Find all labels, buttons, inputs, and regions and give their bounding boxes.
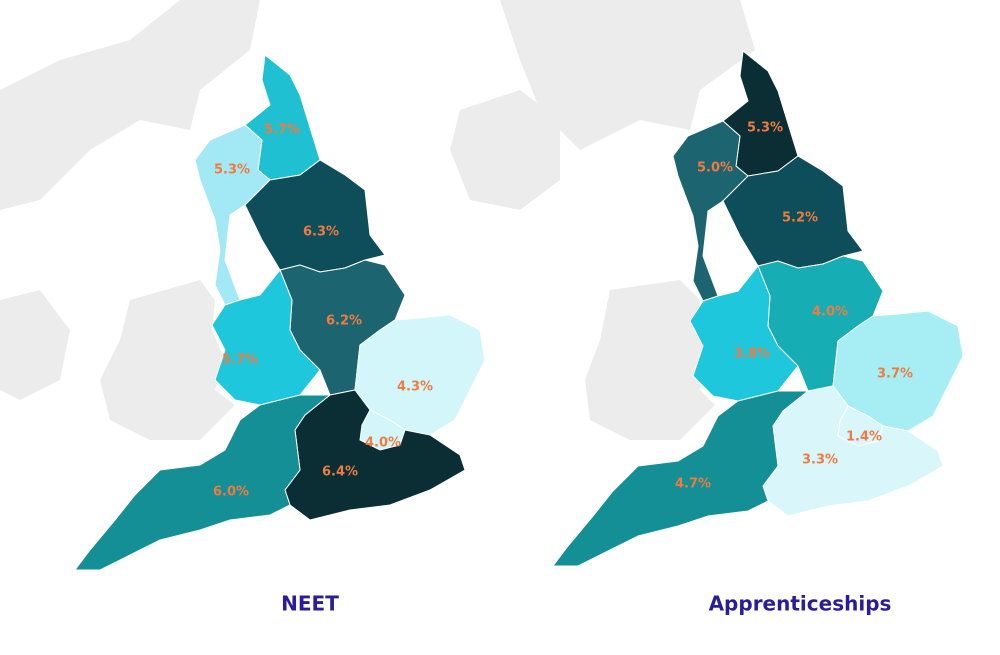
region-label: 5.7% [264, 123, 300, 138]
region-label: 3.3% [802, 453, 838, 468]
map-title: Apprenticeships [709, 592, 892, 616]
region-label: 5.0% [697, 161, 733, 176]
region-label: 5.7% [222, 353, 258, 368]
region [552, 390, 810, 567]
region-label: 6.3% [303, 225, 339, 240]
neet-map: 5.7% 5.3% 6.3% 6.2% 5.7% 4.3% 4.0% 6.4% 6.0% NEET [74, 54, 486, 616]
region-label: 6.2% [326, 314, 362, 329]
region [211, 269, 321, 406]
background-land [0, 0, 755, 440]
region-label: 6.0% [213, 485, 249, 500]
region-label: 1.4% [846, 430, 882, 445]
region-label: 5.2% [782, 211, 818, 226]
apprenticeships-map: 5.3% 5.0% 5.2% 4.0% 3.8% 3.7% 1.4% 3.3% 4.7% Appr… [552, 50, 964, 616]
region-label: 3.8% [734, 347, 770, 362]
region-label: 4.7% [675, 477, 711, 492]
map-title: NEET [281, 592, 339, 616]
region-label: 4.0% [365, 436, 401, 451]
region-label: 3.7% [877, 367, 913, 382]
region-label: 5.3% [747, 121, 783, 136]
region [74, 394, 332, 571]
region [244, 159, 386, 273]
region [722, 155, 864, 269]
region [689, 265, 799, 402]
region-label: 4.0% [812, 305, 848, 320]
region-label: 6.4% [322, 465, 358, 480]
region-label: 4.3% [397, 380, 433, 395]
region-label: 5.3% [214, 163, 250, 178]
